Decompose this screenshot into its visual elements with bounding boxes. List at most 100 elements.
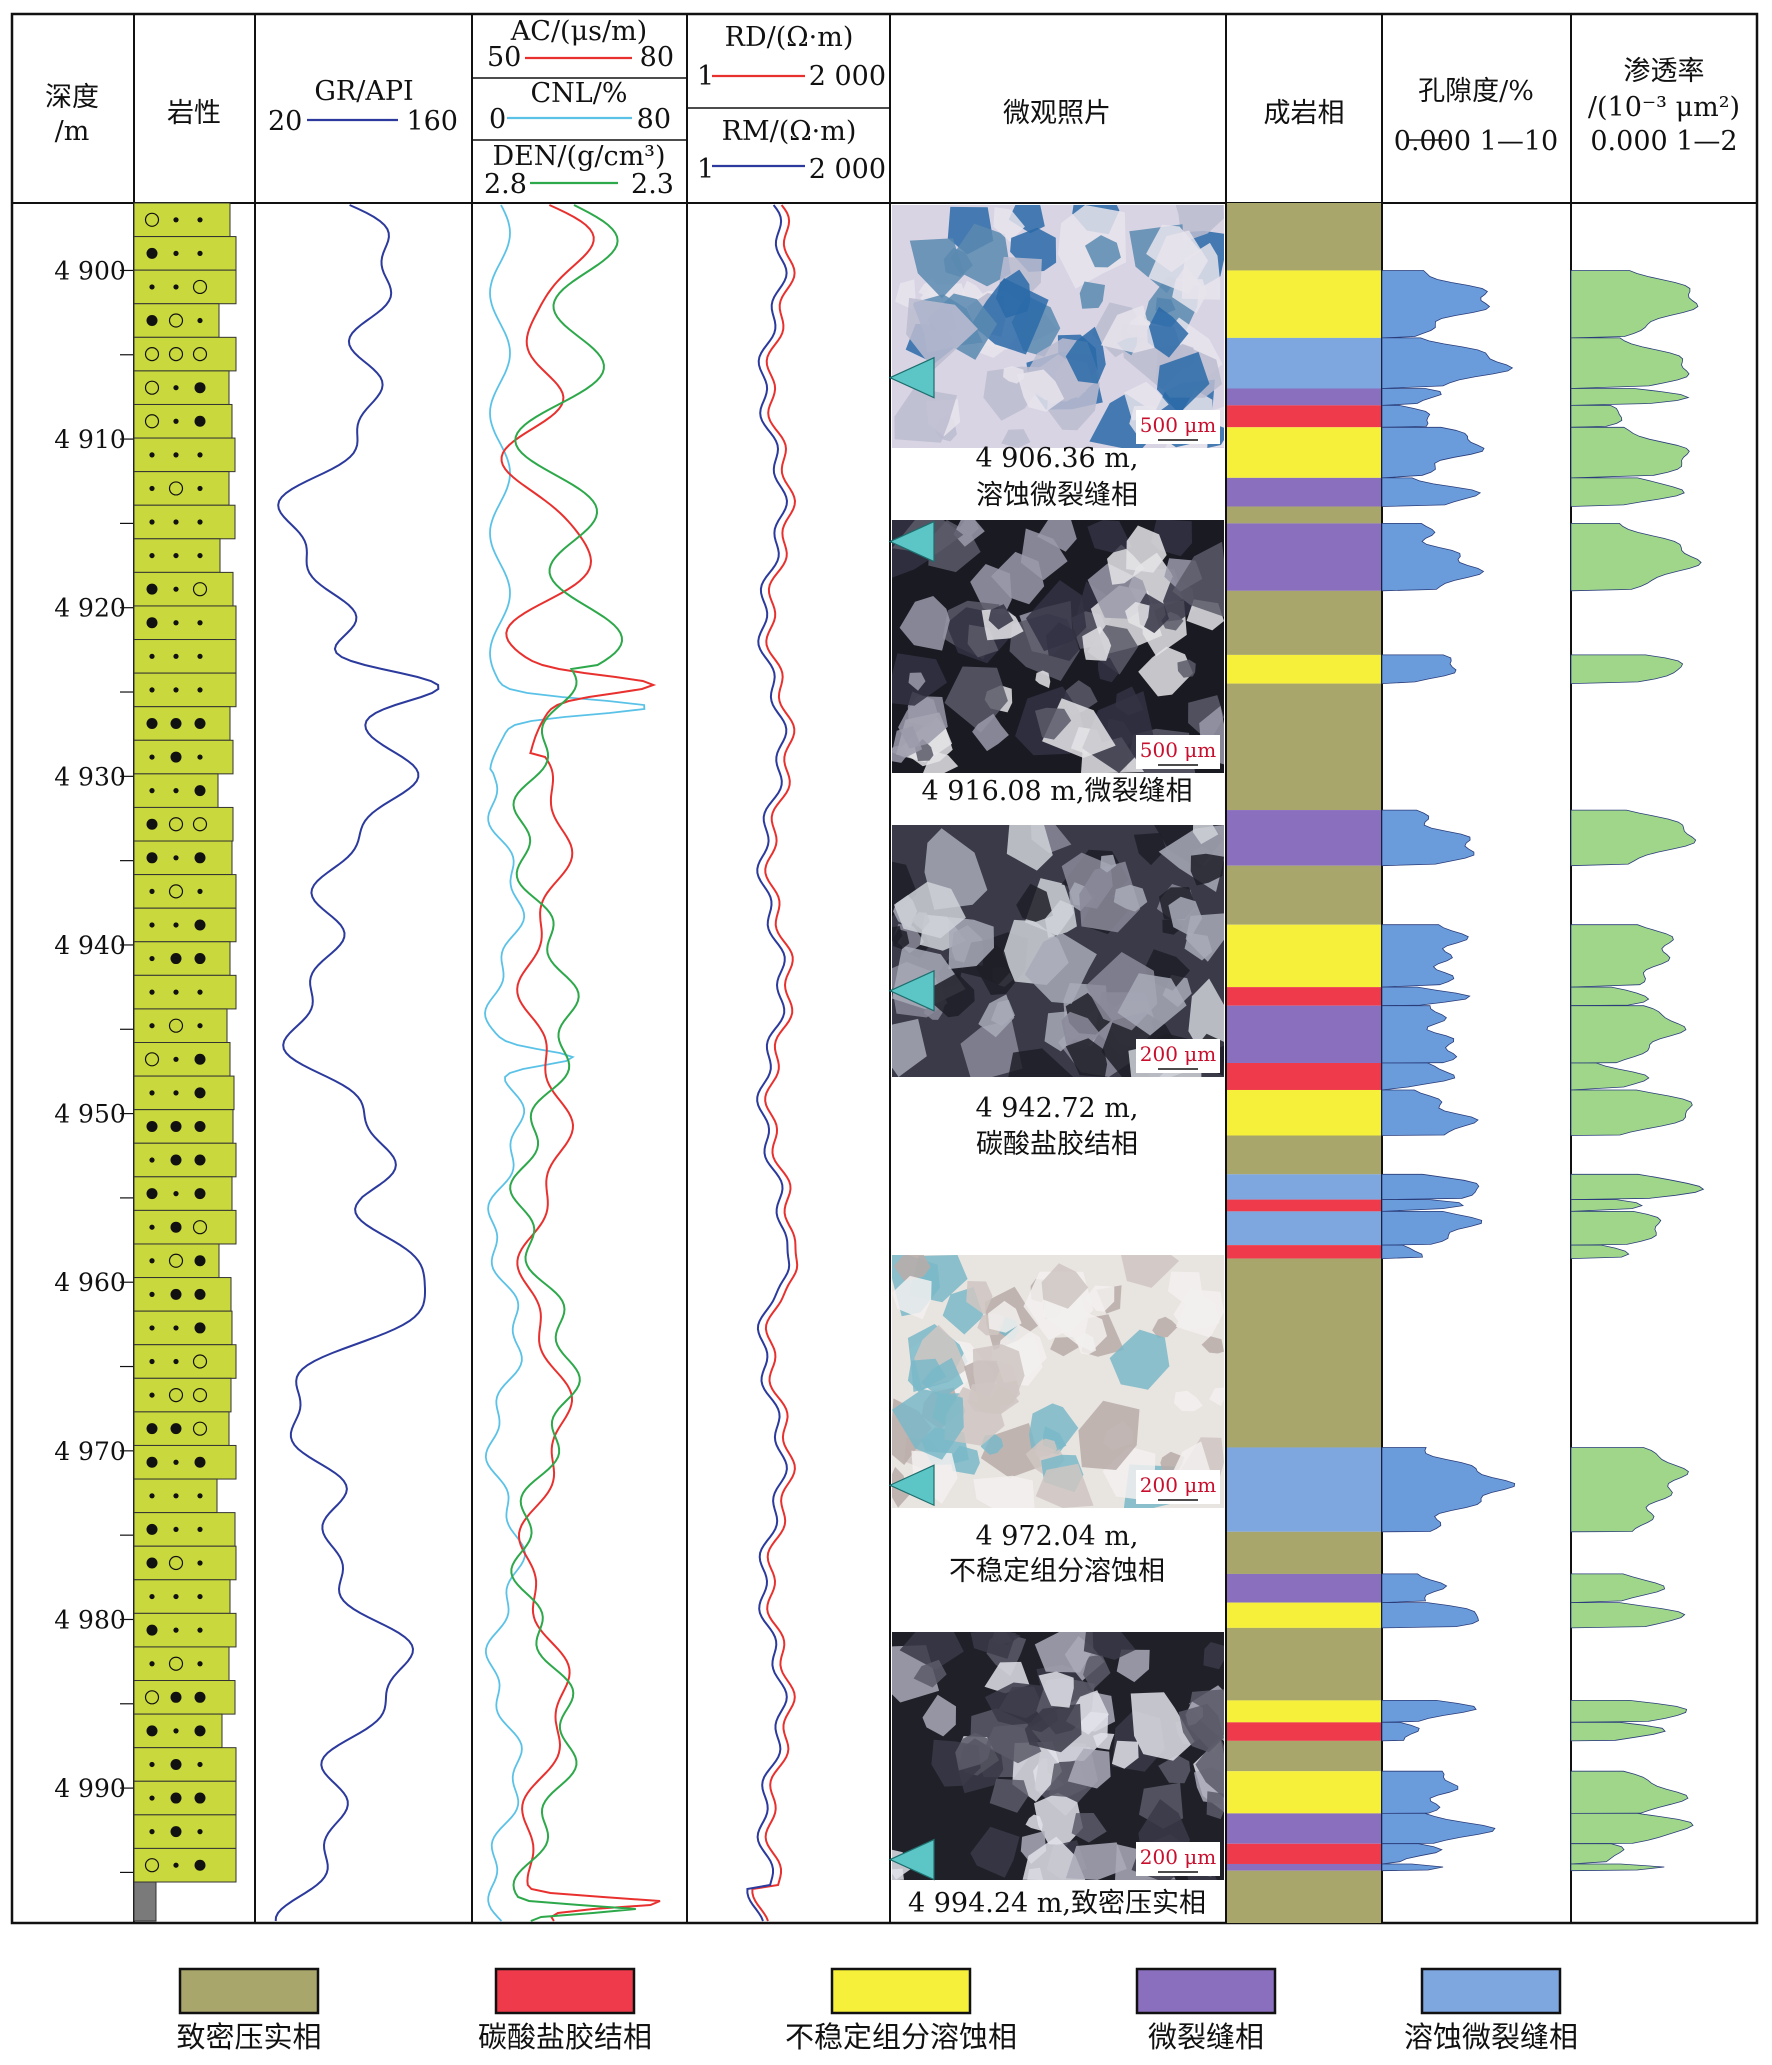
lithology-grain bbox=[170, 1288, 182, 1300]
lithology-grain bbox=[149, 687, 155, 693]
lithology-grain bbox=[149, 1661, 155, 1667]
mineral-grain bbox=[1107, 544, 1145, 585]
mineral-grain bbox=[996, 269, 1031, 318]
lithology-grain bbox=[149, 1258, 155, 1264]
lithology-grain bbox=[146, 617, 158, 629]
porosity-fill bbox=[1381, 523, 1485, 592]
mineral-grain bbox=[908, 672, 926, 691]
mineral-grain bbox=[892, 1018, 927, 1077]
porosity-fill bbox=[1381, 1211, 1483, 1246]
permeability-fill bbox=[1570, 270, 1699, 339]
permeability-fill bbox=[1570, 1573, 1666, 1604]
sample-depth-marker bbox=[888, 1838, 935, 1881]
mineral-grain bbox=[1050, 1336, 1079, 1357]
lithology-grain bbox=[173, 1459, 179, 1465]
curve-layer: 500 μm 500 μm 200 μm 200 μm 200 μm bbox=[274, 204, 1705, 1922]
lithology-bed bbox=[133, 1209, 237, 1245]
legend-swatch bbox=[178, 1967, 320, 2015]
lithology-grain bbox=[197, 1829, 203, 1835]
lithology-grain bbox=[192, 817, 208, 832]
porosity-fill bbox=[1381, 1700, 1477, 1723]
mineral-grain bbox=[989, 1778, 1029, 1813]
lithology-grain bbox=[197, 1627, 203, 1633]
lithology-grain bbox=[168, 817, 184, 832]
mineral-grain bbox=[1008, 205, 1045, 234]
micro-photo: 500 μm bbox=[888, 520, 1224, 773]
facies-interval bbox=[1227, 1627, 1381, 1701]
lithology-grain bbox=[146, 1557, 158, 1569]
micro-photo: 200 μm bbox=[888, 1255, 1224, 1508]
lithology-grain bbox=[170, 1691, 182, 1703]
sample-depth-marker bbox=[888, 969, 935, 1012]
mineral-grain bbox=[1168, 896, 1203, 937]
lithology-bed bbox=[133, 370, 230, 405]
mineral-grain bbox=[1130, 1692, 1195, 1761]
micro-photo: 500 μm bbox=[888, 205, 1224, 448]
porosity-fill bbox=[1381, 1843, 1443, 1865]
mineral-grain bbox=[1113, 884, 1148, 912]
mineral-grain bbox=[1184, 932, 1213, 961]
mineral-grain bbox=[955, 1732, 993, 1771]
mineral-grain bbox=[978, 994, 1015, 1038]
track-frames bbox=[10, 12, 1759, 1925]
lithology-grain bbox=[168, 1387, 184, 1403]
lithology-grain bbox=[197, 1593, 203, 1600]
lithology-bed bbox=[133, 269, 237, 305]
micro-photo: 200 μm bbox=[888, 1632, 1224, 1881]
facies-interval bbox=[1227, 1174, 1381, 1200]
porosity-fill bbox=[1381, 1089, 1479, 1136]
facies-interval bbox=[1227, 1089, 1381, 1136]
facies-interval bbox=[1227, 1813, 1381, 1844]
lithology-grain bbox=[144, 414, 160, 429]
photo-caption: 4 942.72 m, bbox=[975, 1093, 1138, 1124]
permeability-fill bbox=[1570, 1700, 1688, 1723]
lithology-grain bbox=[197, 1493, 203, 1499]
lithology-grain bbox=[149, 989, 155, 995]
lithology-bed bbox=[133, 1344, 237, 1379]
permeability-fill bbox=[1570, 477, 1685, 507]
depth-tick-label: 4 970 bbox=[54, 1437, 126, 1466]
lithology-bed bbox=[133, 672, 237, 708]
facies-interval bbox=[1227, 924, 1381, 988]
porosity-fill bbox=[1381, 654, 1457, 685]
lithology-grain bbox=[197, 620, 203, 626]
lithology-bed bbox=[133, 1814, 237, 1849]
photo-caption: 4 916.08 m,微裂缝相 bbox=[921, 776, 1192, 807]
porosity-fill bbox=[1381, 1721, 1420, 1742]
mineral-grain bbox=[1078, 1400, 1140, 1470]
permeability-fill bbox=[1570, 388, 1690, 406]
mineral-grain bbox=[1017, 369, 1065, 412]
mineral-grain bbox=[1203, 1642, 1224, 1670]
mineral-grain bbox=[1125, 601, 1150, 630]
porosity-fill bbox=[1381, 477, 1482, 507]
mineral-grain bbox=[1147, 306, 1189, 358]
porosity-fill bbox=[1381, 1244, 1423, 1260]
mineral-grain bbox=[892, 1389, 964, 1460]
lithology-grain bbox=[146, 583, 158, 595]
mineral-grain bbox=[1035, 1463, 1094, 1508]
photo-caption: 4 906.36 m, bbox=[975, 443, 1138, 474]
mineral-grain bbox=[894, 388, 957, 443]
facies-interval bbox=[1227, 810, 1381, 866]
depth-tick-label: 4 990 bbox=[54, 1774, 126, 1803]
sample-depth-marker bbox=[888, 356, 935, 399]
lithology-grain bbox=[194, 1255, 206, 1267]
mineral-grain bbox=[899, 1632, 964, 1670]
lithology-grain bbox=[146, 247, 158, 259]
lithology-grain bbox=[149, 1593, 155, 1600]
mineral-grain bbox=[1003, 366, 1025, 384]
depth-tick-label: 4 950 bbox=[54, 1100, 126, 1129]
facies-interval bbox=[1227, 654, 1381, 684]
mineral-grain bbox=[973, 1475, 1035, 1508]
lithology-grain bbox=[197, 519, 203, 525]
lithology-bed bbox=[133, 874, 237, 909]
lithology-grain bbox=[170, 1826, 182, 1838]
lithology-bed bbox=[133, 974, 237, 1010]
scale-bar-box bbox=[1136, 410, 1220, 444]
mineral-grain bbox=[960, 1019, 1023, 1077]
facies-interval bbox=[1227, 987, 1381, 1006]
mineral-grain bbox=[1025, 1814, 1043, 1831]
lithology-grain bbox=[194, 1322, 206, 1334]
mineral-grain bbox=[1201, 1336, 1224, 1354]
facies-interval bbox=[1227, 1258, 1381, 1448]
